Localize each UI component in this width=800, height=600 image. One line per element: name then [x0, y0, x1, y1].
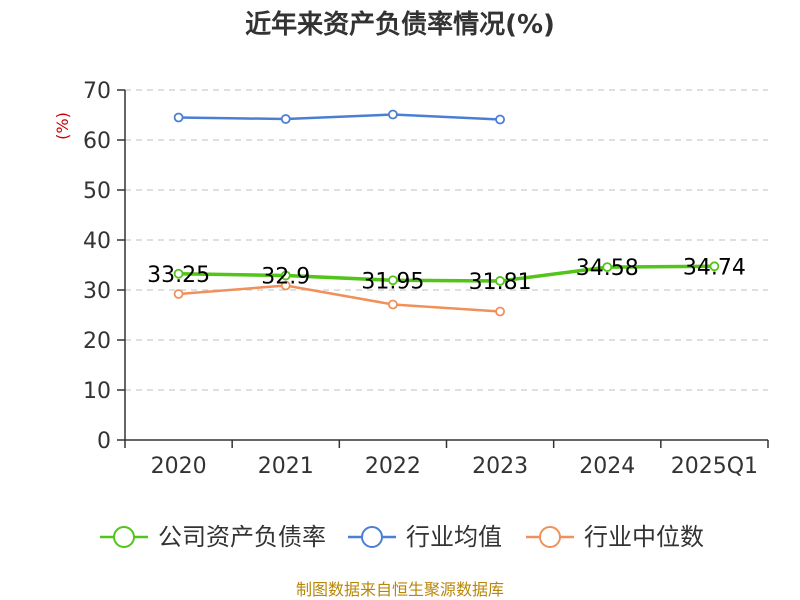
- y-tick-label: 0: [97, 429, 111, 454]
- axes: 0 10 20 30 40 50 60 70 2020 2021 2022 2023 2024 2025Q…: [83, 79, 769, 479]
- legend-marker-2: [539, 526, 561, 548]
- series-layer: [173, 109, 720, 317]
- data-label: 31.81: [469, 270, 532, 295]
- source-note: 制图数据来自恒生聚源数据库: [296, 580, 504, 599]
- grid: [125, 89, 768, 391]
- series-point-2: [388, 299, 398, 310]
- data-label: 33.25: [147, 263, 210, 288]
- x-tick-label: 2025Q1: [671, 454, 758, 479]
- y-axis-label: (%): [53, 112, 72, 140]
- series-point-1: [388, 109, 398, 120]
- series-point-1: [173, 112, 184, 123]
- series-point-0: [602, 262, 613, 273]
- data-labels: 33.25 32.9 31.95 31.81 34.58 34.74: [147, 255, 746, 295]
- x-tick-label: 2024: [579, 454, 635, 479]
- series-line-2: [178, 284, 501, 313]
- legend-marker-0: [113, 526, 135, 548]
- data-label: 31.95: [361, 269, 424, 294]
- y-tick-label: 10: [83, 379, 111, 404]
- series-point-1: [280, 114, 291, 124]
- data-label: 32.9: [261, 265, 310, 290]
- x-tick-label: 2023: [472, 454, 528, 479]
- data-label: 34.58: [576, 256, 639, 281]
- series-point-0: [280, 270, 291, 281]
- series-point-1: [495, 114, 505, 125]
- y-tick-label: 30: [83, 279, 111, 304]
- y-tick-label: 20: [83, 329, 111, 354]
- series-point-0: [388, 275, 398, 286]
- chart-title: 近年来资产负债率情况(%): [245, 9, 555, 40]
- series-point-2: [173, 289, 184, 299]
- legend-label-0: 公司资产负债率: [158, 523, 326, 551]
- x-tick-label: 2021: [258, 454, 314, 479]
- y-tick-label: 70: [83, 79, 111, 104]
- x-tick-label: 2020: [151, 454, 207, 479]
- series-point-0: [173, 268, 184, 279]
- series-point-0: [495, 276, 505, 286]
- series-point-2: [495, 306, 505, 317]
- series-point-0: [709, 261, 720, 272]
- y-tick-label: 40: [83, 229, 111, 254]
- data-label: 34.74: [683, 255, 746, 280]
- x-tick-label: 2022: [365, 454, 421, 479]
- legend-marker-1: [361, 526, 383, 548]
- series-line-0: [178, 264, 715, 283]
- legend-label-2: 行业中位数: [584, 523, 704, 551]
- y-tick-label: 50: [83, 179, 111, 204]
- legend: 公司资产负债率 行业均值 行业中位数: [100, 523, 704, 551]
- series-point-2: [280, 280, 291, 291]
- series-line-1: [178, 113, 501, 121]
- legend-label-1: 行业均值: [406, 523, 502, 551]
- y-tick-label: 60: [83, 129, 111, 154]
